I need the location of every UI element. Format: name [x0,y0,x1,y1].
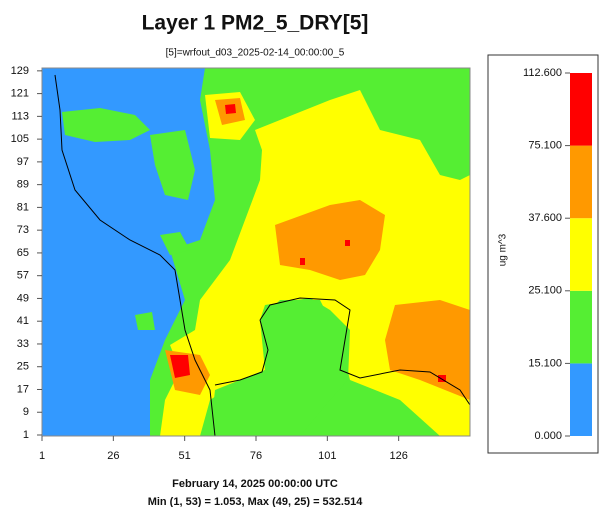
colorbar-tick-label: 37.600 [528,212,562,224]
boundary-line [54,74,216,437]
colorbar-segment [570,73,592,146]
colorbar-tick-label: 15.100 [528,357,562,369]
region [150,130,195,200]
region [160,232,190,255]
y-tick-label: 97 [17,156,29,168]
y-tick-label: 49 [17,292,29,304]
concentration-map [41,67,471,437]
colorbar-frame [487,54,599,454]
colorbar-segment [570,290,592,364]
y-tick-label: 105 [11,133,29,145]
x-tick-label: 1 [39,450,45,462]
y-tick-label: 41 [17,315,29,327]
y-tick-label: 9 [23,406,29,418]
region [170,355,190,378]
colorbar-tick-label: 112.600 [523,67,562,79]
region [135,312,155,330]
y-tick-label: 57 [17,270,29,282]
region [225,104,236,114]
y-tick-label: 65 [17,247,29,259]
x-tick-label: 51 [179,450,191,462]
footer-stats: Min (1, 53) = 1.053, Max (49, 25) = 532.… [148,496,364,507]
y-tick-label: 89 [17,179,29,191]
y-tick-label: 73 [17,224,29,236]
colorbar-tick-label: 0.000 [534,430,562,442]
colorbar-segment [570,218,592,291]
colorbar-tick-label: 75.100 [528,140,562,152]
x-tick-label: 101 [318,450,336,462]
boundary-line [214,319,269,386]
x-tick-label: 126 [389,450,407,462]
region [300,258,305,265]
y-tick-label: 1 [23,429,29,441]
region [62,108,150,142]
y-tick-label: 33 [17,338,29,350]
y-tick-label: 113 [11,110,29,122]
colorbar-tick-label: 25.100 [528,285,562,297]
y-tick-label: 25 [17,361,29,373]
x-tick-label: 76 [250,450,262,462]
y-tick-label: 17 [17,383,29,395]
footer-date: February 14, 2025 00:00:00 UTC [172,478,338,490]
region [345,240,350,246]
region [210,298,350,436]
colorbar-segment [570,363,592,436]
colorbar-segment [570,145,592,219]
x-tick-label: 26 [107,450,119,462]
chart-subtitle: [5]=wrfout_d03_2025-02-14_00:00:00_5 [166,48,345,59]
y-tick-label: 129 [11,65,29,77]
chart-title: Layer 1 PM2_5_DRY[5] [142,12,369,35]
colorbar-label: ug m^3 [498,233,509,266]
y-tick-label: 121 [11,88,29,100]
boundary-line [259,297,471,406]
region [385,300,470,400]
y-tick-label: 81 [17,201,29,213]
